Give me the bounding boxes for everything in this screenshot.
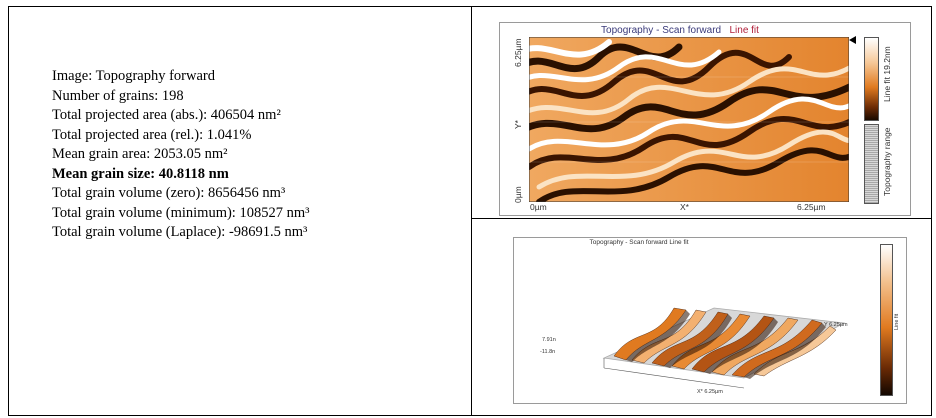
x-axis-mid-label: X* — [680, 202, 689, 212]
y-axis-bottom-label: 0µm — [513, 186, 523, 203]
stat-volume-laplace: Total grain volume (Laplace): -98691.5 n… — [52, 224, 308, 240]
z-axis-bottom-label: -11.8n — [540, 349, 556, 355]
topography-3d-title: Topography - Scan forward Line fit — [589, 239, 689, 246]
y-axis-mid-label: Y* — [513, 120, 523, 129]
z-axis-top-label: 7.91n — [542, 337, 556, 343]
stat-projected-area-rel: Total projected area (rel.): 1.041% — [52, 126, 252, 143]
x-axis-left-label: 0µm — [530, 202, 547, 212]
topography-2d-title-main: Topography - Scan forward — [601, 25, 722, 36]
range-label: Topography range — [882, 127, 892, 196]
topography-2d-title-mode: Line fit — [729, 25, 759, 36]
stat-mean-grain-area: Mean grain area: 2053.05 nm² — [52, 146, 228, 162]
range-marker-icon — [849, 36, 856, 44]
y-axis-3d-label: Y 6.25µm — [824, 322, 848, 328]
x-axis-right-label: 6.25µm — [797, 202, 826, 212]
stat-volume-zero: Total grain volume (zero): 8656456 nm³ — [52, 185, 286, 201]
topography-range-bar — [864, 124, 879, 204]
colorbar-label: Line fit 19.2nm — [882, 46, 892, 102]
colorbar-3d-label: Line fit — [894, 313, 900, 330]
y-axis-top-label: 6.25µm — [513, 38, 523, 67]
stat-image: Image: Topography forward — [52, 68, 215, 84]
grain-statistics: Image: Topography forward Number of grai… — [52, 67, 309, 243]
row-divider — [471, 218, 932, 219]
stat-number-of-grains: Number of grains: 198 — [52, 87, 184, 104]
topography-2d-title: Topography - Scan forward Line fit — [500, 25, 860, 36]
x-axis-3d-label: X* 6.25µm — [697, 389, 723, 395]
stat-volume-minimum: Total grain volume (minimum): 108527 nm³ — [52, 204, 310, 221]
height-colorbar-3d — [880, 244, 893, 396]
column-divider — [471, 6, 472, 416]
table-frame — [8, 6, 932, 416]
height-colorbar — [864, 37, 879, 121]
stat-projected-area-abs: Total projected area (abs.): 406504 nm² — [52, 107, 281, 123]
topography-2d-panel: Topography - Scan forward Line fit — [499, 22, 911, 216]
stat-mean-grain-size: Mean grain size: 40.8118 nm — [52, 165, 229, 182]
topography-3d-render — [602, 307, 846, 389]
topography-2d-image — [529, 37, 849, 202]
topography-3d-panel: Topography - Scan forward Line fit 7.91n… — [513, 237, 907, 404]
